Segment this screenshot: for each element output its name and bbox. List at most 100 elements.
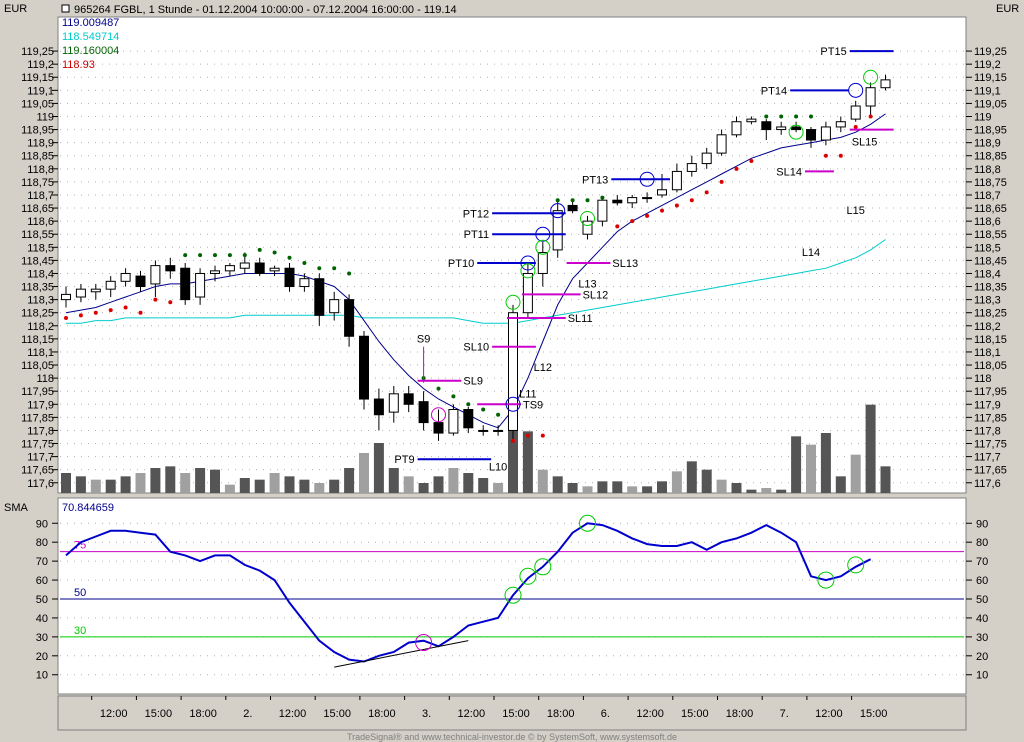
candle-up bbox=[865, 87, 876, 107]
sma-slow-line bbox=[66, 239, 886, 324]
time-label: 15:00 bbox=[323, 708, 351, 720]
time-label: 3. bbox=[422, 708, 431, 720]
price-tick-label-right: 118,45 bbox=[974, 255, 1007, 267]
signal-circle bbox=[535, 239, 551, 255]
sma-slow-polyline bbox=[66, 239, 886, 324]
price-tick-label-right: 119,2 bbox=[974, 59, 1001, 71]
volume-bar bbox=[522, 431, 533, 493]
price-tick-label-left: 118,45 bbox=[21, 255, 54, 267]
stop-dot bbox=[615, 224, 620, 229]
volume-bar bbox=[567, 483, 578, 493]
annotation-label: SL14 bbox=[776, 166, 802, 178]
volume-bar bbox=[657, 481, 667, 493]
candle-up bbox=[522, 272, 533, 314]
price-tick-label-left: 117,9 bbox=[27, 399, 54, 411]
volume-bar bbox=[359, 453, 369, 493]
volume-bar bbox=[701, 469, 712, 493]
candle-down bbox=[791, 126, 802, 131]
candle-down bbox=[761, 121, 772, 131]
price-tick-label-left: 118,2 bbox=[27, 321, 54, 333]
price-tick-label-left: 118,6 bbox=[27, 216, 54, 228]
volume-bar bbox=[135, 473, 146, 493]
indicator-tick-label-right: 80 bbox=[976, 537, 988, 549]
candle-up bbox=[493, 429, 504, 432]
price-tick-label-left: 118,8 bbox=[27, 164, 54, 176]
currency-label-left: EUR bbox=[4, 3, 27, 15]
stop-dot bbox=[555, 198, 560, 203]
candle-up bbox=[150, 265, 161, 285]
price-tick-label-left: 118,05 bbox=[21, 360, 54, 372]
indicator-value: 70.844659 bbox=[62, 502, 114, 514]
candle-down bbox=[314, 278, 325, 316]
stop-dot bbox=[540, 433, 545, 438]
stop-dots bbox=[64, 114, 873, 443]
stop-dot bbox=[853, 124, 858, 129]
indicator-tick-label-left: 40 bbox=[36, 613, 48, 625]
volume-bar bbox=[180, 473, 191, 493]
candle-down bbox=[373, 398, 384, 416]
price-tick-label-left: 119 bbox=[36, 111, 54, 123]
stop-dot bbox=[764, 114, 769, 119]
candle-up bbox=[448, 409, 459, 434]
stop-dot bbox=[93, 310, 98, 315]
annotation-label: L15 bbox=[847, 205, 865, 217]
signal-circle bbox=[580, 211, 595, 227]
time-label: 18:00 bbox=[547, 708, 575, 720]
stop-dot bbox=[794, 114, 799, 119]
stop-dot bbox=[511, 438, 515, 443]
time-axis-panel bbox=[57, 695, 967, 731]
volume-bar bbox=[314, 483, 325, 493]
stop-dot bbox=[525, 433, 530, 438]
price-tick-label-left: 119,2 bbox=[27, 59, 54, 71]
volume-bar bbox=[612, 481, 623, 493]
readout-1: 119.009487 bbox=[62, 17, 119, 29]
indicator-circle bbox=[817, 571, 835, 589]
candle-down bbox=[567, 204, 578, 212]
price-tick-label-right: 118,6 bbox=[974, 216, 1001, 228]
candle-up bbox=[239, 262, 250, 269]
candle-up bbox=[269, 267, 280, 272]
currency-label-right: EUR bbox=[996, 3, 1019, 15]
volume-bar bbox=[627, 486, 638, 493]
stop-dot bbox=[153, 297, 158, 302]
price-tick-label-left: 118,9 bbox=[27, 138, 54, 150]
candle-up bbox=[642, 197, 653, 200]
time-label: 15:00 bbox=[502, 708, 530, 720]
annotation-label: PT12 bbox=[463, 208, 489, 220]
candle-up bbox=[195, 272, 206, 298]
price-tick-label-right: 118,5 bbox=[974, 242, 1001, 254]
stop-dot bbox=[138, 310, 143, 315]
indicator-circle bbox=[504, 586, 522, 604]
candle-up bbox=[671, 170, 682, 191]
price-tick-label-right: 118,85 bbox=[974, 151, 1007, 163]
price-tick-label-right: 119,15 bbox=[974, 72, 1007, 84]
stop-dot bbox=[481, 407, 486, 412]
annotation-label: SL9 bbox=[463, 376, 483, 388]
annotation-label: S9 bbox=[417, 334, 430, 346]
price-tick-label-right: 117,7 bbox=[974, 452, 1001, 464]
volume-bar bbox=[493, 483, 504, 493]
volume-bar bbox=[344, 468, 355, 493]
annotation-label: L11 bbox=[519, 388, 537, 400]
price-tick-label-left: 118,25 bbox=[21, 308, 54, 320]
price-tick-label-left: 118,7 bbox=[27, 190, 54, 202]
indicator-tick-label-right: 30 bbox=[976, 632, 988, 644]
indicator-tick-label-right: 60 bbox=[976, 575, 988, 587]
stop-dot bbox=[242, 253, 247, 258]
signal-circle bbox=[550, 203, 566, 219]
volume-bar bbox=[61, 473, 71, 493]
time-label: 6. bbox=[601, 708, 610, 720]
volume-bar bbox=[820, 433, 831, 493]
volume-bar bbox=[671, 471, 682, 493]
stop-dot bbox=[436, 386, 441, 391]
candles bbox=[61, 74, 891, 441]
price-tick-label-right: 118,15 bbox=[974, 334, 1007, 346]
price-tick-label-left: 118,3 bbox=[27, 295, 54, 307]
candle-up bbox=[746, 118, 757, 123]
series-marker-icon bbox=[61, 4, 70, 13]
annotation-label: PT13 bbox=[582, 174, 608, 186]
price-tick-label-left: 118 bbox=[36, 373, 54, 385]
price-tick-label-right: 118,75 bbox=[974, 177, 1007, 189]
volume-bar bbox=[418, 483, 429, 493]
